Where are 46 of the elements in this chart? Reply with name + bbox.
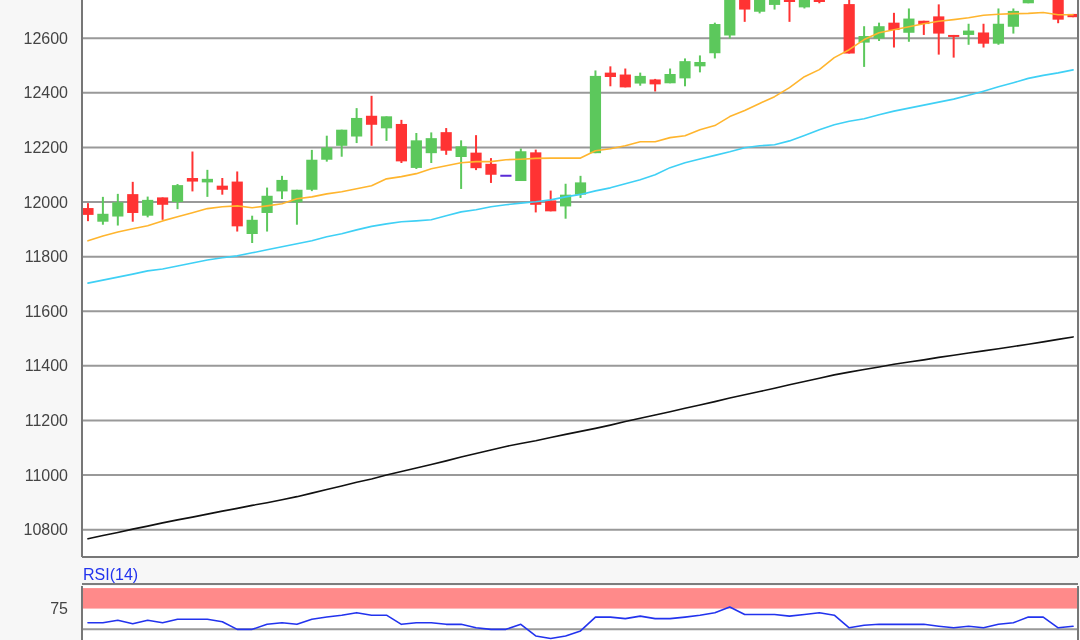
candlestick: [97, 195, 109, 226]
candlestick: [112, 192, 124, 227]
y-tick-label: 11800: [24, 248, 69, 266]
candlestick: [171, 183, 184, 211]
candlestick: [1007, 7, 1019, 35]
candlestick: [679, 57, 691, 88]
y-tick-label: 12000: [23, 193, 69, 211]
y-tick-label: 11400: [24, 357, 69, 375]
candlestick: [365, 94, 378, 147]
y-tick-label: 10800: [23, 521, 69, 539]
candlestick: [470, 134, 482, 172]
y-tick-label: 12600: [23, 29, 69, 47]
line-series: [87, 69, 1074, 284]
y-tick-label: 11600: [24, 302, 69, 320]
candlestick: [82, 202, 94, 223]
candlestick: [992, 7, 1005, 46]
candlestick: [455, 139, 467, 190]
y-tick-label: 11000: [24, 466, 69, 484]
y-tick-label: 12200: [23, 139, 69, 157]
candlestick: [186, 150, 199, 193]
candlestick: [127, 180, 139, 223]
candlestick: [425, 131, 437, 164]
y-tick-label: 11200: [24, 412, 69, 430]
text: 75: [50, 600, 69, 618]
line-series: [87, 336, 1074, 540]
candlestick: [380, 115, 393, 142]
candlestick: [261, 186, 273, 233]
candlestick: [157, 196, 169, 221]
candlestick: [948, 33, 960, 59]
candlestick: [351, 107, 363, 145]
candlestick: [739, 0, 751, 23]
candlestick: [142, 195, 154, 219]
candlestick: [933, 3, 945, 56]
candlestick: [336, 128, 348, 158]
candlestick: [246, 214, 258, 244]
chart-title: RSI(14): [83, 566, 139, 583]
candlestick: [963, 22, 975, 46]
candlestick: [440, 127, 452, 156]
y-tick-label: 12400: [23, 84, 69, 102]
candlestick: [604, 65, 616, 88]
candlestick: [977, 22, 990, 49]
candlestick: [321, 134, 333, 163]
candlestick: [276, 174, 288, 201]
candlestick: [574, 174, 587, 199]
candlestick: [485, 157, 497, 184]
candlestick: [783, 0, 796, 23]
